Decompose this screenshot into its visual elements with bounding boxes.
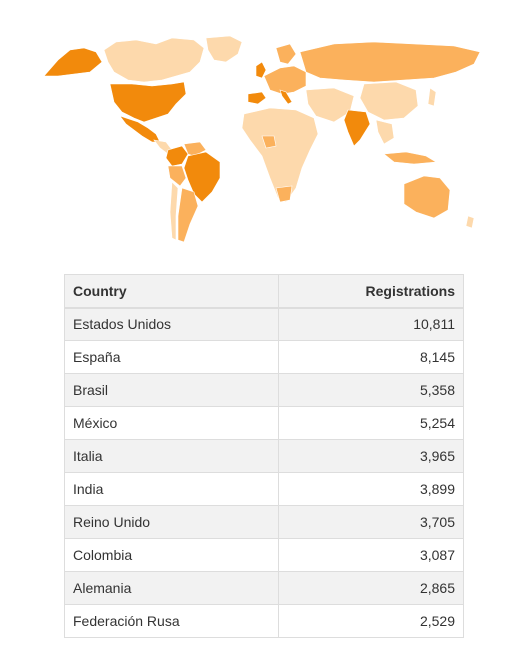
country-cell: Federación Rusa (64, 604, 279, 638)
country-cell: Italia (64, 439, 279, 473)
registrations-column-header[interactable]: Registrations (278, 274, 464, 308)
map-region-africa[interactable] (241, 107, 319, 203)
map-region-scandinavia[interactable] (275, 43, 297, 65)
registrations-cell: 3,899 (278, 472, 464, 506)
world-map (44, 32, 484, 250)
table-header-row: Country Registrations (64, 274, 464, 308)
registrations-table: Country Registrations Estados Unidos 10,… (64, 274, 464, 638)
map-region-peru[interactable] (167, 165, 187, 187)
country-cell: Estados Unidos (64, 307, 279, 341)
map-region-new-zealand[interactable] (465, 215, 475, 229)
map-region-south-africa[interactable] (275, 185, 293, 203)
registrations-cell: 5,358 (278, 373, 464, 407)
map-region-venezuela[interactable] (183, 141, 207, 157)
map-region-brazil[interactable] (183, 151, 221, 203)
map-region-china[interactable] (359, 81, 419, 121)
country-cell: Colombia (64, 538, 279, 572)
map-region-indonesia[interactable] (383, 151, 437, 165)
map-region-se-asia[interactable] (375, 119, 395, 145)
map-region-chile[interactable] (169, 181, 179, 241)
map-region-spain[interactable] (247, 91, 267, 105)
registrations-cell: 2,529 (278, 604, 464, 638)
country-cell: España (64, 340, 279, 374)
table-row: Federación Rusa 2,529 (64, 604, 464, 638)
table-row: Colombia 3,087 (64, 538, 464, 572)
country-cell: India (64, 472, 279, 506)
map-region-greenland[interactable] (205, 35, 243, 63)
map-region-russia[interactable] (299, 41, 481, 83)
map-region-europe[interactable] (263, 65, 307, 95)
country-cell: Brasil (64, 373, 279, 407)
registrations-cell: 3,705 (278, 505, 464, 539)
table-row: Reino Unido 3,705 (64, 505, 464, 539)
map-region-italy[interactable] (279, 89, 293, 105)
registrations-cell: 3,965 (278, 439, 464, 473)
table-row: España 8,145 (64, 340, 464, 374)
registrations-cell: 10,811 (278, 307, 464, 341)
world-map-svg (44, 35, 481, 243)
map-region-canada[interactable] (103, 37, 205, 83)
registrations-cell: 8,145 (278, 340, 464, 374)
map-region-alaska[interactable] (44, 47, 103, 77)
country-cell: México (64, 406, 279, 440)
country-column-header[interactable]: Country (64, 274, 279, 308)
map-region-nigeria[interactable] (261, 135, 277, 149)
map-region-usa[interactable] (109, 81, 187, 123)
registrations-cell: 5,254 (278, 406, 464, 440)
country-cell: Alemania (64, 571, 279, 605)
table-row: Estados Unidos 10,811 (64, 307, 464, 341)
registrations-cell: 2,865 (278, 571, 464, 605)
table-row: Alemania 2,865 (64, 571, 464, 605)
registrations-table-wrapper: Country Registrations Estados Unidos 10,… (64, 274, 464, 638)
table-row: Italia 3,965 (64, 439, 464, 473)
country-cell: Reino Unido (64, 505, 279, 539)
map-region-india[interactable] (343, 109, 371, 147)
registrations-cell: 3,087 (278, 538, 464, 572)
map-region-argentina[interactable] (177, 187, 199, 243)
table-row: Brasil 5,358 (64, 373, 464, 407)
map-region-colombia[interactable] (165, 145, 189, 167)
map-region-japan[interactable] (427, 87, 437, 107)
map-region-middle-east[interactable] (305, 87, 355, 123)
map-region-australia[interactable] (403, 175, 451, 219)
map-region-uk[interactable] (255, 61, 267, 79)
table-row: India 3,899 (64, 472, 464, 506)
table-row: México 5,254 (64, 406, 464, 440)
